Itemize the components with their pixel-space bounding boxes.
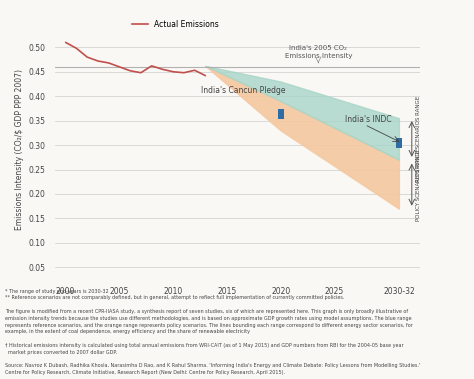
Bar [396, 138, 402, 148]
Bar [278, 109, 283, 119]
Text: India's Cancun Pledge: India's Cancun Pledge [201, 86, 285, 95]
Legend: Actual Emissions: Actual Emissions [129, 17, 222, 31]
Y-axis label: Emissions Intensity (CO₂/$ GDP PPP 2007): Emissions Intensity (CO₂/$ GDP PPP 2007) [15, 69, 24, 230]
Text: India's 2005 CO₂
Emissions Intensity: India's 2005 CO₂ Emissions Intensity [284, 45, 352, 58]
Text: REFERENCE SCENARIOS RANGE: REFERENCE SCENARIOS RANGE [416, 96, 421, 182]
Text: India's INDC: India's INDC [345, 115, 392, 124]
Text: POLICY SCENARIOS RANGE: POLICY SCENARIOS RANGE [416, 148, 421, 221]
Text: * The range of study end-years is 2030-32
** Reference scenarios are not compara: * The range of study end-years is 2030-3… [5, 289, 420, 375]
